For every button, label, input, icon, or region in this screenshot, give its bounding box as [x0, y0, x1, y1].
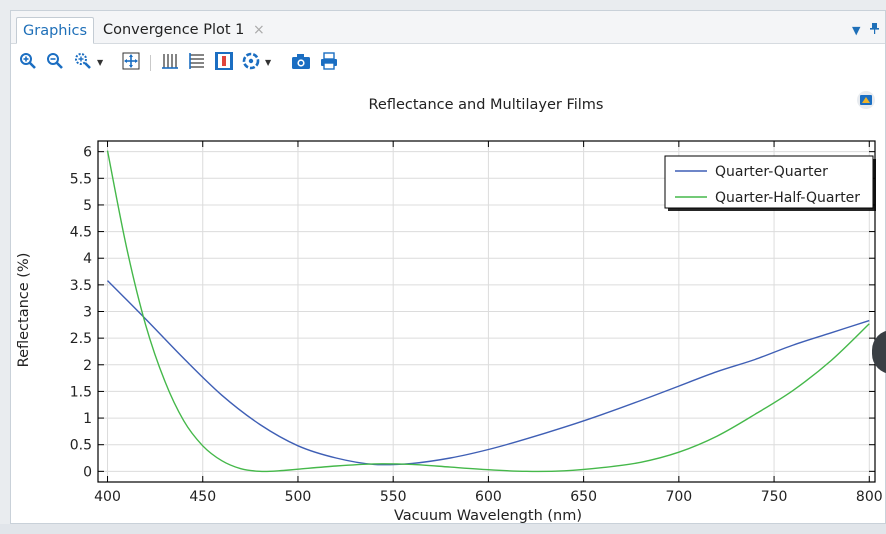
- zoom-box-icon[interactable]: [72, 50, 94, 72]
- print-icon[interactable]: [318, 50, 340, 72]
- x-tick-label: 400: [94, 489, 121, 505]
- x-tick-label: 750: [761, 489, 788, 505]
- y-tick-label: 3: [83, 305, 92, 321]
- y-tick-label: 4: [83, 251, 92, 267]
- series-line-1[interactable]: [107, 280, 870, 466]
- plot-area[interactable]: Reflectance and Multilayer Films 400 450 5…: [11, 77, 885, 525]
- y-axis-label: Reflectance (%): [16, 253, 32, 368]
- y-tick-label: 1.5: [70, 384, 92, 400]
- zoom-extents-icon[interactable]: [120, 50, 142, 72]
- y-tick-label: 1: [83, 411, 92, 427]
- tab-convergence-plot[interactable]: Convergence Plot 1 ×: [97, 17, 271, 44]
- x-tick-label: 550: [380, 489, 407, 505]
- tab-graphics[interactable]: Graphics: [16, 17, 95, 44]
- y-tick-label: 2: [83, 358, 92, 374]
- y-tick-label: 3.5: [70, 278, 92, 294]
- camera-icon[interactable]: [290, 50, 312, 72]
- horizontal-grid-icon[interactable]: [186, 50, 208, 72]
- x-tick-label: 500: [285, 489, 312, 505]
- zoom-dropdown-icon[interactable]: ▼: [97, 58, 104, 67]
- side-panel-handle[interactable]: [872, 330, 886, 374]
- x-axis-label: Vacuum Wavelength (nm): [394, 508, 582, 524]
- y-tick-label: 2.5: [70, 331, 92, 347]
- x-tick-label: 600: [475, 489, 502, 505]
- y-tick-label: 0: [83, 464, 92, 480]
- x-tick-label: 650: [570, 489, 597, 505]
- y-tick-label: 4.5: [70, 225, 92, 241]
- toolbar-separator: [150, 55, 151, 71]
- reflectance-chart[interactable]: Reflectance and Multilayer Films 400 450 5…: [11, 77, 886, 525]
- legend-entry-label: Quarter-Quarter: [715, 164, 828, 180]
- x-tick-label: 450: [189, 489, 216, 505]
- legend-box: [664, 155, 874, 209]
- scene-light-icon[interactable]: [240, 50, 262, 72]
- tab-convergence-label: Convergence Plot 1: [103, 22, 245, 38]
- y-tick-label: 5: [83, 198, 92, 214]
- pin-icon[interactable]: [870, 23, 879, 37]
- x-tick-label: 800: [856, 489, 883, 505]
- zoom-in-icon[interactable]: [17, 50, 39, 72]
- light-dropdown-icon[interactable]: ▼: [265, 58, 272, 67]
- zoom-out-icon[interactable]: [44, 50, 66, 72]
- y-tick-label: 5.5: [70, 171, 92, 187]
- x-tick-label: 700: [665, 489, 692, 505]
- graphics-toolbar: ▼ ▼: [11, 45, 885, 77]
- tab-menu: ▼: [852, 23, 879, 37]
- plot-logo-icon: [857, 91, 875, 109]
- chart-title: Reflectance and Multilayer Films: [369, 97, 604, 113]
- legend-icon[interactable]: [213, 50, 235, 72]
- bottom-panel-strip: [0, 524, 886, 534]
- tab-close-icon[interactable]: ×: [252, 22, 265, 38]
- y-tick-label: 6: [83, 145, 92, 161]
- tab-bar: Graphics Convergence Plot 1 × ▼: [11, 11, 885, 44]
- graphics-window: Graphics Convergence Plot 1 × ▼ ▼: [10, 10, 886, 524]
- series-line-2[interactable]: [106, 150, 870, 473]
- legend-entry-label: Quarter-Half-Quarter: [715, 190, 860, 206]
- tab-graphics-label: Graphics: [23, 23, 88, 39]
- y-tick-label: 0.5: [70, 438, 92, 454]
- tab-list-dropdown-icon[interactable]: ▼: [852, 24, 861, 37]
- chart-legend: Quarter-Quarter Quarter-Half-Quarter: [664, 155, 876, 211]
- vertical-grid-icon[interactable]: [159, 50, 181, 72]
